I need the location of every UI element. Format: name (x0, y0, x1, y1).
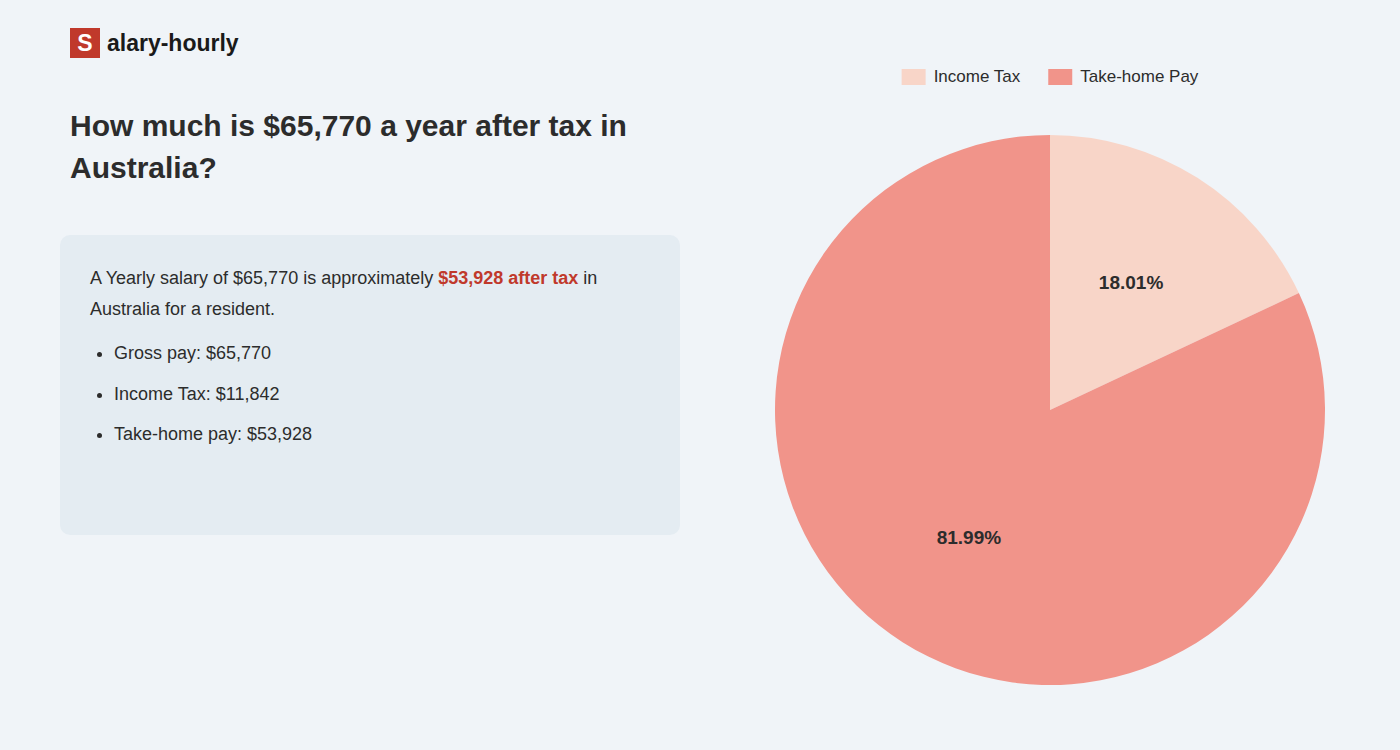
info-box: A Yearly salary of $65,770 is approximat… (60, 235, 680, 535)
title: How much is $65,770 a year after tax in … (70, 105, 690, 189)
pie-chart: Income Tax Take-home Pay 18.01% 81.99% (700, 0, 1400, 750)
data-label: 18.01% (1099, 272, 1164, 293)
legend-swatch (1048, 69, 1072, 85)
legend-item: Take-home Pay (1048, 67, 1199, 86)
pie-slice (775, 135, 1325, 685)
summary-part: $53,928 after tax (438, 268, 578, 288)
bullet-list: Gross pay: $65,770 Income Tax: $11,842 Tak… (90, 338, 650, 450)
logo-box: S (70, 28, 100, 58)
data-label: 81.99% (937, 527, 1002, 548)
summary-part: A Yearly salary of $65,770 is approximat… (90, 268, 438, 288)
pie (775, 135, 1325, 685)
page: {"chart_data": { "type": "pie", "title":… (0, 0, 1400, 750)
bullet-item: Take-home pay: $53,928 (114, 419, 650, 450)
legend-label: Take-home Pay (1080, 67, 1199, 86)
legend-swatch (902, 69, 926, 85)
bullet-item: Income Tax: $11,842 (114, 379, 650, 410)
left-panel: Salary-hourly How much is $65,770 a year … (50, 0, 690, 750)
legend: Income Tax Take-home Pay (902, 67, 1199, 86)
legend-item: Income Tax (902, 67, 1021, 86)
legend-label: Income Tax (934, 67, 1021, 86)
bullet-item: Gross pay: $65,770 (114, 338, 650, 369)
pie-labels: 18.01% 81.99% (937, 272, 1164, 548)
logo: Salary-hourly (70, 28, 239, 58)
summary: A Yearly salary of $65,770 is approximat… (90, 263, 650, 294)
right-panel: Income Tax Take-home Pay 18.01% 81.99% (700, 0, 1400, 750)
summary-part: in (578, 268, 597, 288)
summary-line2: Australia for a resident. (90, 294, 650, 325)
logo-text: alary-hourly (107, 30, 239, 57)
